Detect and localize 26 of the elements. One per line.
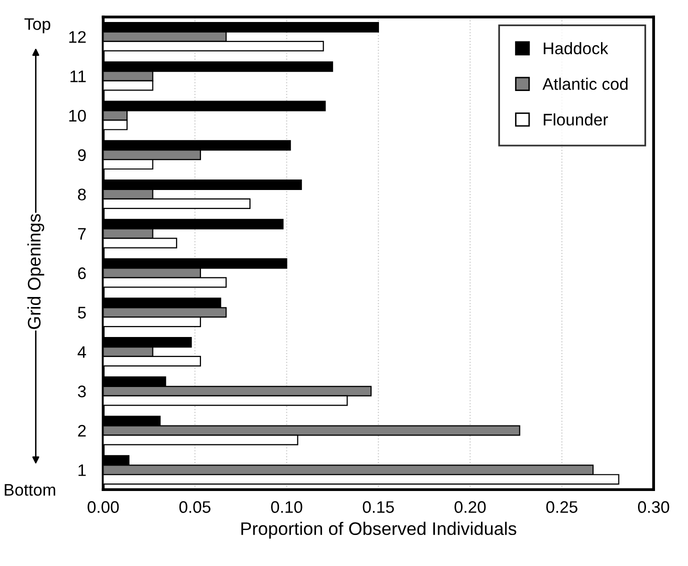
y-tick-label: 9	[78, 149, 86, 162]
y-tick-label: 4	[78, 346, 86, 358]
y-tick-label: 1	[78, 464, 86, 476]
y-tick-label: 7	[78, 228, 86, 240]
x-axis-title: Proportion of Observed Individuals	[241, 522, 516, 539]
y-tick-label: 11	[70, 70, 86, 82]
y-tick-label: 10	[69, 110, 86, 122]
legend-label: Haddock	[544, 42, 608, 54]
y-tick-label: 3	[78, 386, 86, 398]
x-tick-label: 0.20	[454, 501, 486, 513]
x-tick-label: 0.25	[546, 501, 578, 513]
legend-label: Atlantic cod	[542, 78, 628, 90]
x-tick-label: 0.05	[179, 501, 210, 513]
y-tick-label: 2	[78, 424, 86, 437]
x-tick-label: 0.15	[362, 501, 394, 513]
y-tick-label: 6	[78, 267, 86, 280]
y-axis-title: Grid Openings	[27, 214, 44, 329]
y-tick-label: 5	[78, 306, 86, 319]
y-tick-label: 12	[69, 31, 86, 43]
y-tick-label: 8	[78, 188, 86, 200]
text: Top	[24, 18, 50, 34]
x-tick-label: 0.30	[638, 501, 670, 513]
legend-label: Flounder	[544, 113, 608, 126]
x-tick-label: 0.00	[88, 501, 119, 513]
x-tick-label: 0.10	[271, 501, 302, 513]
text: Bottom	[4, 484, 56, 496]
